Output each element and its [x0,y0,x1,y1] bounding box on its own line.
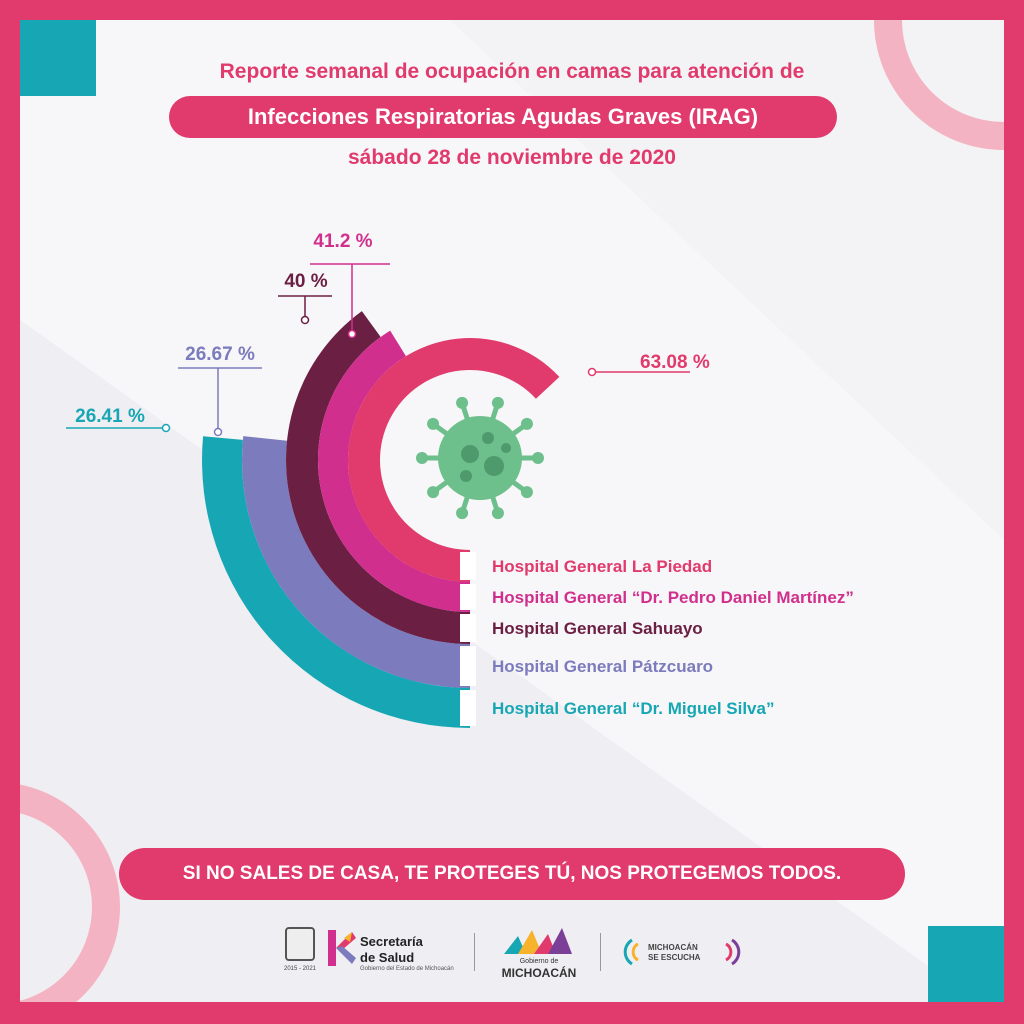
virus-icon [416,396,544,520]
bar-arc-1 [347,338,560,582]
logo-divider [474,933,475,971]
seal-years: 2015 - 2021 [283,966,317,972]
bar-arc-2 [318,330,470,612]
michoacan-label: MICHOACÁN [501,966,577,980]
legend-swatch [460,690,476,726]
value-label: 26.41 % [75,406,145,427]
legend-label: Hospital General La Piedad [492,557,712,576]
legend-swatch [460,584,476,610]
gobierno-label: Gobierno de [519,958,559,965]
legend-label: Hospital General Sahuayo [492,619,703,638]
leader-line [310,263,390,334]
escucha-line1: MICHOACÁN [648,943,698,952]
corner-square-bottom-right [928,926,1004,1002]
leader-line [178,367,262,432]
leader-dot [347,329,357,339]
report-subject: Infecciones Respiratorias Agudas Graves … [169,96,837,138]
gobierno-michoacan-logo-icon [504,928,572,954]
value-label: 63.08 % [640,352,710,373]
logo-divider [600,933,601,971]
value-label: 41.2 % [313,231,372,252]
leader-dot [161,423,171,433]
leader-line [278,295,332,320]
corner-square-top-left [20,20,96,96]
bar-arc-3 [286,311,470,644]
escucha-line2: SE ESCUCHA [648,953,701,962]
slogan-banner: SI NO SALES DE CASA, TE PROTEGES TÚ, NOS… [119,848,905,900]
ssa-logo-line2: de Salud [360,950,415,965]
ssa-logo-line3: Gobierno del Estado de Michoacán [360,966,454,972]
leader-dot [587,367,597,377]
secretaria-salud-logo-icon [328,930,356,966]
legend-swatch [460,552,476,580]
poster-body [20,20,1004,1002]
michoacan-se-escucha-logo-icon [623,938,741,966]
legend-swatch [460,614,476,642]
report-title: Reporte semanal de ocupación en camas pa… [219,60,805,83]
legend-label: Hospital General “Dr. Miguel Silva” [492,699,774,718]
legend-swatch [460,646,476,686]
value-label: 26.67 % [185,344,255,365]
legend-label: Hospital General Pátzcuaro [492,657,713,676]
value-label: 40 % [284,271,327,292]
legend-label: Hospital General “Dr. Pedro Daniel Martí… [492,588,854,607]
report-date: sábado 28 de noviembre de 2020 [348,146,676,169]
leader-dot [213,427,223,437]
bar-arc-5 [202,436,470,728]
leader-dot [300,315,310,325]
ssa-logo-line1: Secretaría [360,934,423,949]
state-seal [285,927,315,961]
bar-arc-4 [241,436,470,688]
